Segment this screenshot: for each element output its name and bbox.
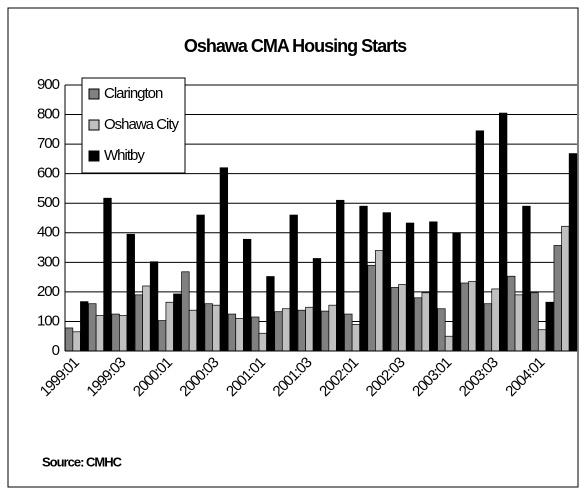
bar: [165, 301, 174, 352]
bar: [235, 318, 244, 352]
bar: [328, 304, 337, 352]
bar: [111, 313, 120, 352]
bar: [212, 304, 221, 352]
legend-swatch: [88, 150, 100, 162]
y-tick-label: 900: [37, 76, 60, 93]
bar: [444, 335, 454, 352]
bar: [437, 308, 446, 352]
bar: [336, 199, 345, 352]
bar: [344, 313, 353, 352]
bar: [242, 238, 252, 352]
legend-label: Clarington: [104, 85, 163, 102]
bar: [305, 306, 314, 352]
bar: [266, 276, 275, 352]
bar: [157, 320, 167, 352]
chart-title: Oshawa CMA Housing Starts: [184, 36, 407, 56]
bar: [475, 130, 485, 352]
y-tick-label: 500: [37, 194, 60, 211]
bar: [568, 153, 578, 352]
bar: [537, 329, 547, 352]
source-note: Source: CMHC: [42, 454, 123, 469]
bar: [64, 327, 74, 352]
bar: [507, 275, 516, 352]
bar: [72, 331, 81, 352]
bar: [142, 285, 151, 352]
y-tick-label: 400: [37, 224, 60, 241]
bar: [119, 315, 128, 352]
bar: [522, 205, 531, 352]
y-tick-label: 700: [37, 135, 60, 152]
bar: [149, 261, 159, 352]
bar: [553, 245, 562, 352]
bar: [452, 232, 461, 352]
bar: [95, 315, 105, 352]
bar: [251, 316, 260, 352]
bar: [429, 221, 438, 352]
bar: [390, 287, 400, 352]
bar: [80, 301, 89, 352]
y-tick-label: 600: [37, 165, 60, 182]
bar: [204, 303, 213, 352]
bar: [530, 292, 539, 352]
bar: [227, 313, 237, 352]
bar: [398, 284, 407, 352]
bar: [258, 332, 267, 352]
bar: [188, 309, 198, 352]
bar: [351, 324, 361, 352]
bar: [382, 212, 391, 352]
bar: [359, 205, 368, 352]
y-tick-label: 200: [37, 283, 60, 300]
bar: [413, 297, 423, 352]
legend-label: Whitby: [104, 147, 145, 164]
bar: [491, 288, 500, 352]
bar: [545, 301, 554, 352]
bar: [181, 271, 190, 352]
legend-swatch: [88, 119, 100, 131]
bar: [219, 167, 229, 352]
bar: [312, 258, 322, 352]
bar: [405, 222, 415, 352]
bar: [173, 293, 182, 352]
bar: [274, 311, 283, 352]
bar: [498, 112, 508, 352]
y-tick-label: 0: [52, 342, 60, 359]
legend-label: Oshawa City: [104, 116, 180, 133]
bar: [196, 214, 205, 352]
bar: [561, 225, 570, 352]
bar: [421, 292, 430, 352]
bar: [134, 294, 144, 352]
y-tick-label: 100: [37, 312, 60, 329]
bar: [126, 233, 135, 352]
bar: [320, 310, 330, 352]
bar: [483, 303, 493, 352]
bar: [103, 197, 112, 352]
bar: [468, 281, 477, 352]
y-tick-label: 300: [37, 253, 60, 270]
legend-swatch: [88, 88, 100, 100]
bar: [367, 264, 376, 352]
bar: [375, 250, 384, 352]
bar: [460, 282, 469, 352]
y-tick-label: 800: [37, 106, 60, 123]
bar: [289, 214, 298, 352]
bar: [297, 309, 306, 352]
bar: [88, 303, 97, 352]
bar: [514, 294, 523, 352]
bar: [281, 308, 291, 352]
